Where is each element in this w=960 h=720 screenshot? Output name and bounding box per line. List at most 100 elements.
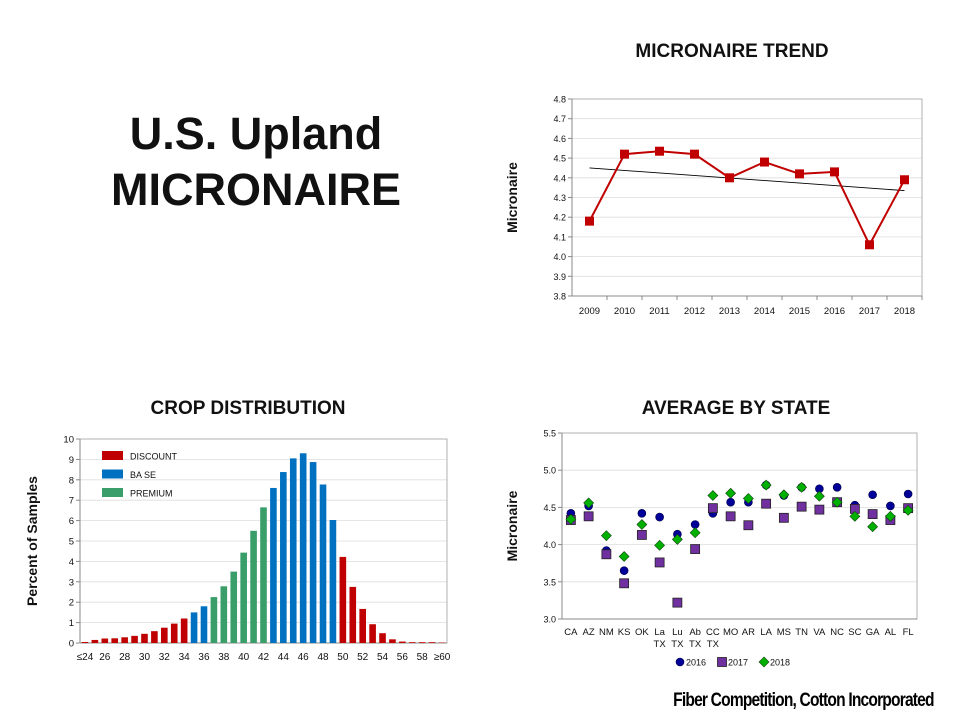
state-xtick-label: MO (723, 627, 738, 638)
state-xtick-label: La (654, 627, 665, 638)
crop-bar (240, 552, 247, 643)
crop-bar (161, 627, 168, 643)
state-xtick-label: LA (760, 627, 772, 638)
trend-y-axis-label: Micronaire (504, 162, 520, 233)
state-xtick-label: AL (885, 627, 897, 638)
state-legend-marker (675, 657, 685, 667)
trend-point (795, 169, 804, 179)
crop-bar (170, 623, 178, 643)
crop-xtick-label: 56 (397, 652, 409, 663)
state-point-2017 (654, 557, 665, 568)
crop-xtick-label: 26 (99, 652, 111, 663)
crop-legend-swatch (102, 488, 123, 497)
state-point-2017 (690, 544, 701, 554)
state-point-2018 (813, 490, 825, 502)
trend-point (585, 216, 594, 226)
state-point-2016 (637, 509, 647, 518)
crop-ytick-label: 4 (69, 557, 74, 568)
state-point-2017 (725, 511, 736, 522)
state-legend-label: 2016 (686, 658, 706, 668)
crop-xtick-label: 30 (139, 652, 151, 663)
state-point-2018 (867, 521, 879, 533)
crop-bar (309, 462, 317, 643)
crop-ytick-label: 8 (69, 475, 74, 486)
state-point-2018 (884, 510, 896, 522)
state-point-2016 (886, 501, 895, 511)
state-point-2018 (831, 496, 843, 508)
state-xtick-label: AR (742, 627, 755, 638)
crop-ytick-label: 7 (69, 496, 74, 507)
state-xtick-label: NC (830, 627, 844, 638)
state-point-2016 (726, 497, 735, 507)
state-point-2018 (725, 487, 737, 499)
state-xtick-label: CA (564, 627, 578, 638)
trend-xtick-label: 2014 (754, 306, 775, 317)
state-legend-marker (717, 657, 727, 667)
trend-xtick-label: 2018 (894, 306, 915, 317)
state-point-2018 (778, 489, 790, 501)
trend-point (655, 146, 664, 156)
state-point-2017 (583, 511, 594, 522)
state-point-2018 (600, 530, 612, 542)
state-xtick-label: TX (654, 639, 667, 650)
trend-xtick-label: 2016 (824, 306, 845, 317)
crop-xtick-label: 54 (377, 652, 389, 663)
trend-xtick-label: 2017 (859, 306, 880, 317)
state-point-2017 (778, 512, 789, 523)
state-xtick-label: CC (706, 627, 720, 638)
crop-bar (329, 519, 337, 643)
state-xtick-label: SC (848, 627, 861, 638)
crop-bar (131, 635, 138, 643)
state-point-2018 (796, 481, 808, 493)
crop-bar (319, 484, 327, 643)
crop-bar (359, 608, 366, 643)
crop-ytick-label: 6 (69, 516, 74, 527)
crop-bar (289, 458, 297, 643)
trend-line (588, 150, 906, 247)
crop-bar (111, 638, 119, 643)
state-point-2016 (832, 483, 842, 492)
state-xtick-label: TN (795, 627, 808, 638)
crop-bar (190, 612, 198, 643)
crop-bar (151, 631, 158, 643)
crop-y-axis-label: Percent of Samples (24, 476, 40, 606)
crop-bar (81, 641, 89, 643)
state-point-2018 (760, 479, 772, 491)
state-xtick-label: AZ (583, 627, 595, 638)
state-ytick-label: 3.0 (543, 615, 556, 625)
trend-ytick-label: 4.7 (553, 114, 566, 124)
state-xtick-label: Lu (672, 627, 683, 638)
crop-legend-swatch (102, 469, 123, 479)
state-point-2017 (619, 578, 630, 589)
trend-xtick-label: 2013 (719, 306, 740, 317)
state-xtick-label: VA (813, 627, 826, 638)
crop-xtick-label: 38 (218, 652, 230, 663)
trend-ytick-label: 4.4 (553, 173, 566, 183)
trend-ytick-label: 4.2 (553, 213, 566, 223)
state-point-2018 (618, 551, 630, 562)
crop-bar (121, 637, 128, 643)
crop-bar (220, 586, 228, 643)
trend-xtick-label: 2011 (649, 306, 669, 317)
trend-point (690, 149, 699, 159)
crop-ytick-label: 2 (69, 598, 74, 609)
state-point-2017 (814, 504, 825, 515)
state-point-2018 (689, 527, 701, 539)
state-point-2016 (903, 489, 913, 499)
crop-bar (101, 638, 109, 643)
crop-bar (349, 586, 357, 643)
trend-ytick-label: 4.3 (553, 193, 566, 203)
crop-bar (369, 624, 376, 643)
state-point-2017 (636, 530, 647, 540)
state-xtick-label: KS (618, 627, 631, 638)
crop-bar (280, 472, 287, 643)
state-point-2018 (849, 510, 861, 522)
trend-point (865, 240, 874, 250)
crop-xtick-label: 36 (198, 652, 210, 663)
state-point-2017 (867, 509, 878, 519)
crop-bar (389, 639, 396, 643)
state-point-2018 (636, 519, 648, 530)
crop-xtick-label: 58 (417, 652, 429, 663)
crop-bar (260, 507, 267, 643)
slide-title: U.S. Upland MICRONAIRE (56, 106, 456, 218)
